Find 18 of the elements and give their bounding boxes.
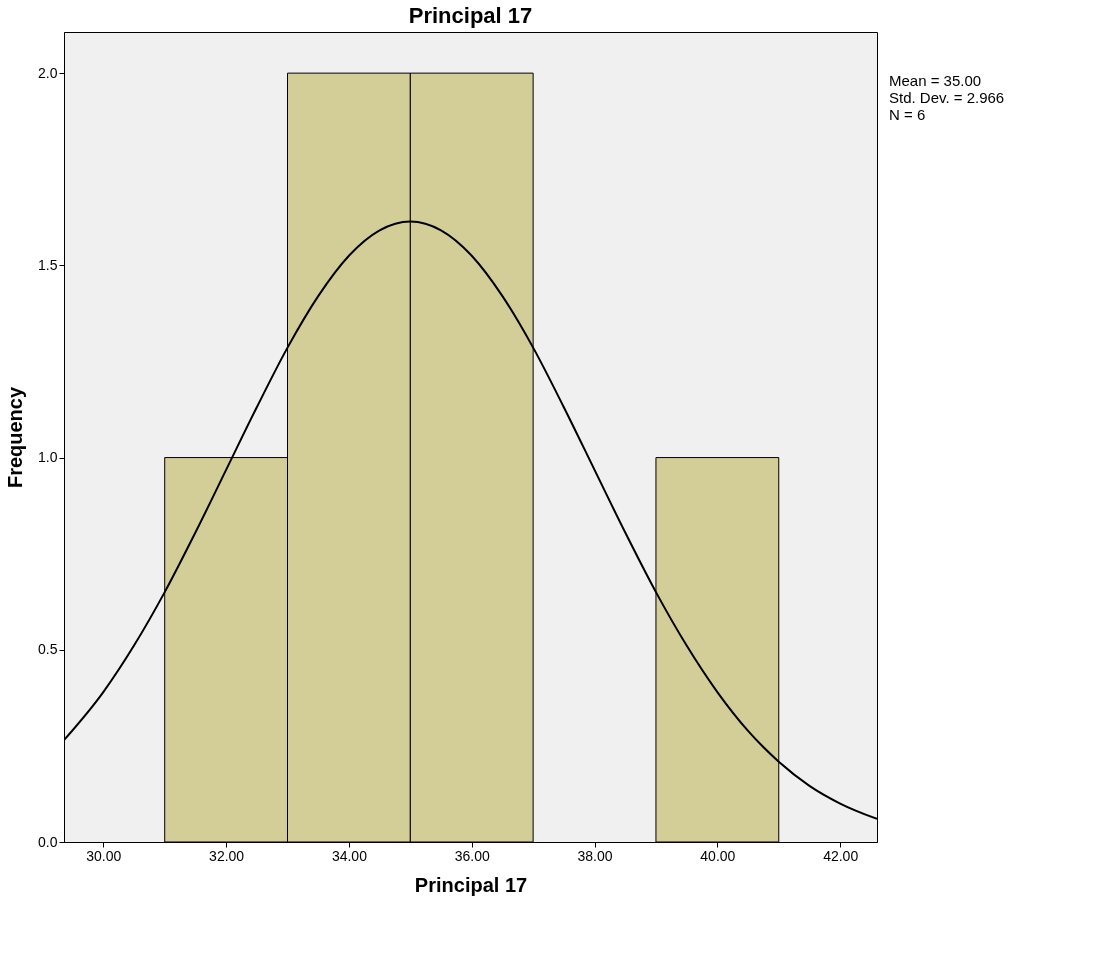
x-axis-title: Principal 17 xyxy=(414,873,528,896)
text: Mean = 35.00 xyxy=(889,72,982,89)
chart-title: Principal 17 xyxy=(408,3,533,28)
x-tick-label: 38.00 xyxy=(577,847,613,864)
x-tick-label: 34.00 xyxy=(331,847,368,864)
x-tick-label: 40.00 xyxy=(700,847,736,864)
text: Std. Dev. = 2.966 xyxy=(889,89,1005,106)
y-tick-label: 1.0 xyxy=(38,449,58,466)
y-tick-label: 1.5 xyxy=(38,256,58,273)
text: N = 6 xyxy=(889,106,926,123)
y-tick-label: 2.0 xyxy=(38,64,58,81)
y-axis-title: Frequency xyxy=(4,386,27,489)
x-tick-label: 36.00 xyxy=(454,847,490,864)
x-tick-label: 42.00 xyxy=(823,847,859,864)
y-tick-label: 0.5 xyxy=(38,641,58,658)
x-tick-label: 32.00 xyxy=(209,847,245,864)
x-tick-label: 30.00 xyxy=(86,847,122,864)
y-tick-label: 0.0 xyxy=(38,833,58,850)
